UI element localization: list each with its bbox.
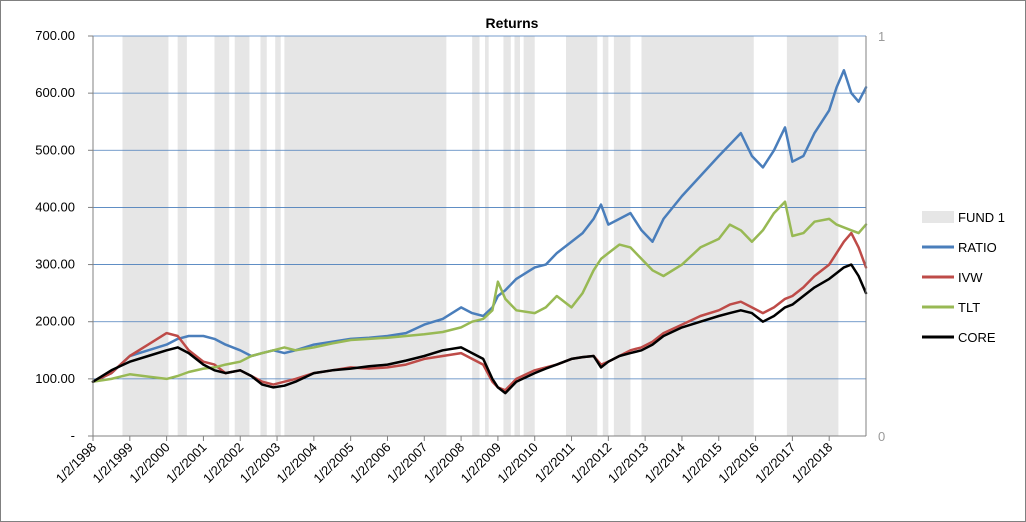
fund-shading-band [214,36,230,436]
fund-shading-band [472,36,480,436]
series-line-ratio [91,69,868,383]
series-line-core [91,263,868,395]
legend: FUND 1 RATIO IVW TLT CORE [922,210,1005,345]
secondary-y-axis-tick-labels: 01 [878,29,885,444]
y-axis-tick-labels: - 100.00 200.00 300.00 400.00 500.00 600.00 700… [35,28,75,443]
fund-shading-band [485,36,489,436]
y-axis-tick-label: - [71,428,75,443]
legend-label-ivw: IVW [958,270,983,285]
fund-shading-band [122,36,169,436]
y-axis-tick-label: 100.00 [35,371,75,386]
fund-shading-band [514,36,520,436]
fund-shading-band [260,36,267,436]
y-axis-tick-label: 600.00 [35,85,75,100]
y-axis-tick-label: 200.00 [35,314,75,329]
series-line-tlt [91,200,868,383]
y-axis-tick-label: 700.00 [35,28,75,43]
legend-label-fund-1: FUND 1 [958,210,1005,225]
fund-shading-band [613,36,631,436]
fund-shading-band [503,36,511,436]
axes [88,35,867,441]
gridlines [93,35,866,380]
secondary-y-axis-tick-label: 0 [878,429,885,444]
y-axis-tick-label: 300.00 [35,257,75,272]
legend-label-core: CORE [958,330,996,345]
secondary-y-axis-tick-label: 1 [878,29,885,44]
fund-shading-band [602,36,609,436]
chart-title: Returns [486,15,539,31]
fund-shading-band [234,36,250,436]
y-axis-tick-label: 400.00 [35,199,75,214]
fund-shading-band [566,36,598,436]
fund-shading-band [641,36,754,436]
fund-shading-band [275,36,281,436]
legend-swatch-fund-1 [922,211,954,223]
fund-shading-band [177,36,187,436]
legend-label-tlt: TLT [958,300,980,315]
fund-shading-band [523,36,535,436]
y-axis-tick-label: 500.00 [35,142,75,157]
legend-label-ratio: RATIO [958,240,997,255]
series-lines [91,69,868,395]
